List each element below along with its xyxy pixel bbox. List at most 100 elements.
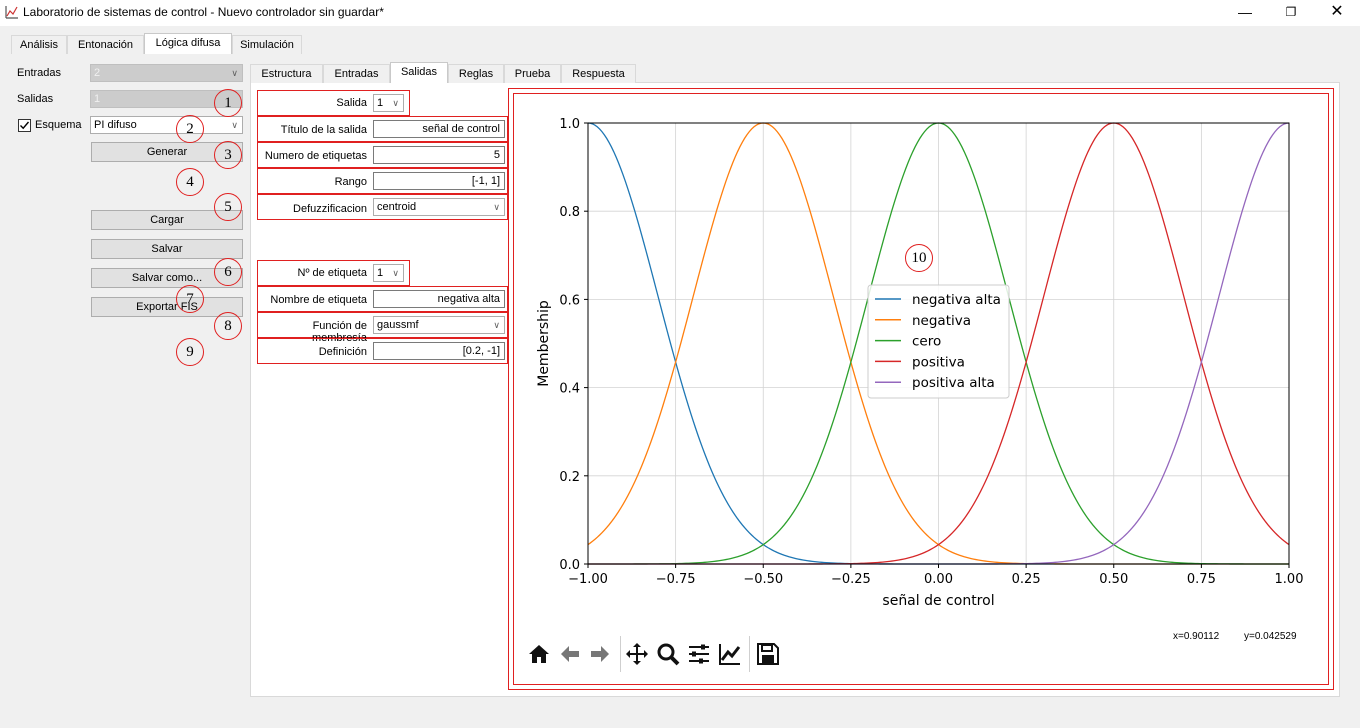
marker-9: 9 <box>176 338 204 366</box>
tab-logica-difusa[interactable]: Lógica difusa <box>144 33 232 54</box>
forward-arrow-icon[interactable] <box>588 642 612 666</box>
legend-box <box>867 284 1010 399</box>
y-tick-label: 1.0 <box>559 117 580 132</box>
home-icon[interactable] <box>527 642 551 666</box>
tab-simulacion[interactable]: Simulación <box>232 35 302 54</box>
etiqueta-value: 1 <box>377 267 384 279</box>
x-tick-label: 0.25 <box>1012 572 1041 587</box>
marker-1: 1 <box>214 89 242 117</box>
x-tick-label: 1.00 <box>1275 572 1304 587</box>
toolbar-divider <box>620 636 621 672</box>
tab-prueba[interactable]: Prueba <box>504 64 561 83</box>
salidas-label: Salidas <box>17 93 54 105</box>
legend-label: cero <box>912 334 941 350</box>
defuzz-combo[interactable]: centroid ∨ <box>373 198 505 216</box>
tab-analisis[interactable]: Análisis <box>11 35 67 54</box>
rango-label: Rango <box>334 176 367 188</box>
configure-subplots-icon[interactable] <box>687 642 711 666</box>
membership-chart[interactable]: −1.00 −0.75 −0.50 −0.25 0.00 0.25 0.50 0.75 1.00… <box>514 94 1328 684</box>
checkmark-icon <box>20 121 30 130</box>
generar-button[interactable]: Generar <box>91 142 243 162</box>
definicion-label: Definición <box>318 346 367 358</box>
chart-legend: negativa alta negativa cero positiva positiv… <box>867 284 1010 399</box>
salida-value: 1 <box>377 97 384 109</box>
esquema-combo[interactable]: PI difuso ∨ <box>90 116 243 134</box>
x-tick-label: 0.50 <box>1099 572 1128 587</box>
x-axis-label: señal de control <box>882 593 994 609</box>
numero-input[interactable]: 5 <box>373 146 505 164</box>
y-tick-label: 0.4 <box>559 382 580 397</box>
close-button[interactable]: ✕ <box>1330 3 1344 20</box>
window-title: Laboratorio de sistemas de control - Nue… <box>23 5 384 19</box>
save-icon[interactable] <box>756 642 780 666</box>
restore-button[interactable]: ❐ <box>1285 5 1297 19</box>
y-tick-label: 0.8 <box>559 205 580 220</box>
etiqueta-combo[interactable]: 1 ∨ <box>373 264 404 282</box>
definicion-row <box>257 338 508 364</box>
back-arrow-icon[interactable] <box>558 642 582 666</box>
tab-entonacion[interactable]: Entonación <box>67 35 144 54</box>
funcion-combo[interactable]: gaussmf ∨ <box>373 316 505 334</box>
salvar-como-button[interactable]: Salvar como... <box>91 268 243 288</box>
tab-estructura[interactable]: Estructura <box>250 64 323 83</box>
funcion-value: gaussmf <box>377 319 419 331</box>
esquema-value: PI difuso <box>94 119 137 131</box>
esquema-checkbox[interactable] <box>18 119 31 132</box>
marker-10: 10 <box>905 244 933 272</box>
legend-label: negativa <box>912 313 971 329</box>
marker-4: 4 <box>176 168 204 196</box>
esquema-label: Esquema <box>35 119 82 131</box>
title-bar: Laboratorio de sistemas de control - Nue… <box>0 0 1360 26</box>
x-tick-label: 0.00 <box>924 572 953 587</box>
cargar-button[interactable]: Cargar <box>91 210 243 230</box>
zoom-icon[interactable] <box>656 642 680 666</box>
nombre-row <box>257 286 508 312</box>
plot-outer-frame <box>508 88 1334 690</box>
rango-input[interactable]: [-1, 1] <box>373 172 505 190</box>
tab-entradas[interactable]: Entradas <box>323 64 390 83</box>
salvar-button[interactable]: Salvar <box>91 239 243 259</box>
marker-7: 7 <box>176 285 204 313</box>
rango-row <box>257 168 508 194</box>
chevron-down-icon: ∨ <box>231 68 238 78</box>
legend-label: positiva <box>912 354 965 370</box>
edit-axis-icon[interactable] <box>718 642 742 666</box>
chevron-down-icon: ∨ <box>392 98 399 108</box>
salida-row <box>257 90 410 116</box>
x-tick-label: −0.75 <box>656 572 696 587</box>
y-tick-label: 0.0 <box>559 558 580 573</box>
tab-reglas[interactable]: Reglas <box>448 64 504 83</box>
marker-6: 6 <box>214 258 242 286</box>
entradas-combo: 2 ∨ <box>90 64 243 82</box>
entradas-value: 2 <box>94 67 101 79</box>
nombre-label: Nombre de etiqueta <box>270 294 367 306</box>
definicion-input[interactable]: [0.2, -1] <box>373 342 505 360</box>
defuzz-value: centroid <box>377 201 417 213</box>
salidas-field: 1 <box>90 90 243 108</box>
entradas-label: Entradas <box>17 67 62 79</box>
legend-label: positiva alta <box>912 375 995 391</box>
defuzz-label: Defuzzificacion <box>293 203 367 215</box>
nombre-input[interactable]: negativa alta <box>373 290 505 308</box>
minimize-button[interactable]: — <box>1238 4 1252 20</box>
y-axis-label: Membership <box>536 300 552 387</box>
cursor-x-readout: x=0.90112 <box>1173 631 1220 642</box>
toolbar-divider <box>749 636 750 672</box>
salida-combo[interactable]: 1 ∨ <box>373 94 404 112</box>
funcion-row <box>257 312 508 338</box>
legend-label: negativa alta <box>912 292 1001 308</box>
x-tick-label: 0.75 <box>1187 572 1216 587</box>
marker-2: 2 <box>176 115 204 143</box>
x-tick-label: −1.00 <box>568 572 608 587</box>
y-tick-label: 0.2 <box>559 470 580 485</box>
x-tick-label: −0.25 <box>831 572 871 587</box>
tab-salidas[interactable]: Salidas <box>390 62 448 83</box>
tab-respuesta[interactable]: Respuesta <box>561 64 636 83</box>
titulo-input[interactable]: señal de control <box>373 120 505 138</box>
salidas-value: 1 <box>94 93 101 105</box>
marker-5: 5 <box>214 193 242 221</box>
salida-label: Salida <box>336 97 367 109</box>
y-tick-label: 0.6 <box>559 293 580 308</box>
pan-icon[interactable] <box>625 642 649 666</box>
etiqueta-label: Nº de etiqueta <box>297 267 367 279</box>
